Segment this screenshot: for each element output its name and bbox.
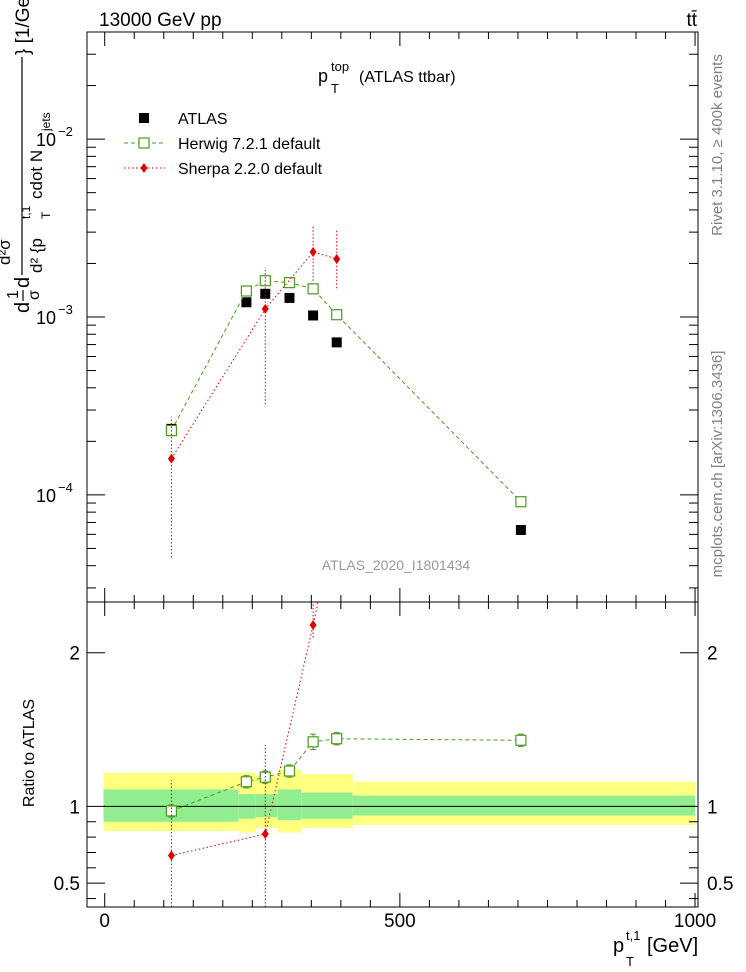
legend-herwig-7-2-1-default-marker xyxy=(138,137,150,149)
main-y-tick-label-base: 10 xyxy=(36,486,56,506)
ratio-y-tick-label-right: 2 xyxy=(707,644,718,665)
energy-label: 13000 GeV pp xyxy=(99,10,222,31)
plot-title-sub: T xyxy=(331,81,339,96)
xlabel-unit: [GeV] xyxy=(647,935,698,957)
legend-sherpa-2-2-0-default-label: Sherpa 2.2.0 default xyxy=(178,161,323,178)
main-y-tick-label-base: 10 xyxy=(36,130,56,150)
inner-uncertainty-band xyxy=(277,789,302,821)
mcplots-label: mcplots.cern.ch [arXiv:1306.3436] xyxy=(709,351,726,578)
ratio-herwig-7-2-1-default-point xyxy=(240,776,252,788)
ratio-sherpa-2-2-0-default-point xyxy=(167,850,175,861)
ylabel-frac-lead: 1 xyxy=(5,290,22,299)
ratio-data-layer xyxy=(165,509,527,907)
xlabel-sup: t,1 xyxy=(626,928,640,943)
legend-herwig-7-2-1-default-label: Herwig 7.2.1 default xyxy=(178,136,321,153)
atlas-point xyxy=(241,297,252,308)
ylabel-d: d xyxy=(12,277,34,288)
ylabel-den-tail-sub: jets xyxy=(39,112,53,132)
sherpa-2-2-0-default-point xyxy=(309,246,317,257)
legend-atlas-marker xyxy=(139,113,149,123)
uncertainty-bands xyxy=(103,769,696,833)
ylabel-num-sup: fid xyxy=(0,220,3,233)
ylabel-num: d²σ xyxy=(0,239,14,265)
xlabel-main: p xyxy=(613,935,624,957)
herwig-7-2-1-default-point xyxy=(240,285,252,297)
ylabel-frac-prefix: d xyxy=(12,302,34,313)
ylabel-frac-sigma: σ xyxy=(26,290,43,300)
process-label: tt̄ xyxy=(686,10,697,31)
ratio-y-tick-label-right: 0.5 xyxy=(707,874,733,895)
sherpa-2-2-0-default-line xyxy=(170,251,337,459)
herwig-7-2-1-default-point xyxy=(515,496,527,508)
ratio-panel: 0.5 0.5 1 1 2 2 0 500 1000 Ratio to ATLAS p t,1 … xyxy=(21,509,733,969)
ratio-sherpa-2-2-0-default-point xyxy=(261,829,269,840)
legend-sherpa-2-2-0-default-marker xyxy=(140,163,148,173)
ratio-herwig-7-2-1-default-point xyxy=(165,805,178,817)
x-tick-label: 1000 xyxy=(674,911,716,932)
x-tick-label: 500 xyxy=(384,911,416,932)
watermark: ATLAS_2020_I1801434 xyxy=(322,557,471,573)
atlas-point xyxy=(515,524,526,535)
ylabel-den-tail: cdot N xyxy=(27,150,46,199)
ratio-herwig-7-2-1-default-point xyxy=(307,736,319,748)
ratio-y-tick-label: 1 xyxy=(69,797,80,818)
atlas-point xyxy=(260,288,271,299)
ylabel-den-sub: T xyxy=(39,211,53,219)
atlas-point xyxy=(284,292,295,303)
ratio-herwig-7-2-1-default-point xyxy=(331,733,343,745)
x-tick-label: 0 xyxy=(99,911,110,932)
main-y-tick-label-exp: −3 xyxy=(58,302,73,317)
main-y-tick-label-exp: −4 xyxy=(58,480,73,495)
y-axis-label: d 1 σ d d²σ fid d² {p t,1 T cdot N jets … xyxy=(0,0,53,313)
sherpa-2-2-0-default-point xyxy=(333,253,341,264)
xlabel-sub: T xyxy=(626,954,634,969)
x-axis-label: p t,1 T [GeV] xyxy=(613,928,698,969)
plot-title-sup: top xyxy=(331,59,349,74)
main-plot-title: p top T (ATLAS ttbar) xyxy=(318,59,456,96)
herwig-7-2-1-default-point xyxy=(331,309,343,321)
inner-uncertainty-band xyxy=(255,794,278,818)
ylabel-den-sup: t,1 xyxy=(19,205,33,219)
ratio-axes: 0.5 0.5 1 1 2 2 0 500 1000 xyxy=(54,602,733,932)
legend-atlas-label: ATLAS xyxy=(178,111,228,128)
plot-title-main: p xyxy=(318,66,328,86)
ylabel-unit: } [1/GeV] xyxy=(13,0,34,55)
herwig-7-2-1-default-point xyxy=(307,283,319,295)
rivet-label: Rivet 3.1.10, ≥ 400k events xyxy=(709,54,726,236)
atlas-point xyxy=(331,337,342,348)
ratio-sherpa-2-2-0-default-line xyxy=(171,602,319,857)
main-y-tick-label-base: 10 xyxy=(36,308,56,328)
ratio-sherpa-2-2-0-default-point xyxy=(333,509,340,519)
ratio-y-axis-label: Ratio to ATLAS xyxy=(21,699,38,807)
inner-uncertainty-band xyxy=(352,795,696,816)
sherpa-2-2-0-default-point xyxy=(261,303,269,314)
legend: ATLAS Herwig 7.2.1 default Sherpa 2.2.0 de… xyxy=(124,111,323,178)
main-y-tick-label-exp: −2 xyxy=(58,124,73,139)
ratio-sherpa-2-2-0-default-point xyxy=(309,620,317,631)
ratio-herwig-7-2-1-default-point xyxy=(515,734,527,746)
main-data-layer xyxy=(165,224,527,558)
herwig-7-2-1-default-line xyxy=(170,280,522,503)
main-axes: 10−410−310−2 xyxy=(36,31,698,602)
ratio-herwig-7-2-1-default-point xyxy=(283,765,296,777)
ratio-y-tick-label: 0.5 xyxy=(54,874,80,895)
ratio-y-tick-label-right: 1 xyxy=(707,797,718,818)
ratio-frame xyxy=(86,601,699,908)
inner-uncertainty-band xyxy=(301,792,353,819)
ylabel-den: d² {p xyxy=(27,238,46,273)
plot-title-suffix: (ATLAS ttbar) xyxy=(359,69,456,86)
ratio-y-tick-label: 2 xyxy=(69,644,80,665)
herwig-7-2-1-default-point xyxy=(283,277,296,289)
sherpa-2-2-0-default-point xyxy=(167,453,175,464)
atlas-point xyxy=(308,310,319,321)
main-panel: p top T (ATLAS ttbar) ATLAS_2020_I180143… xyxy=(0,0,699,603)
